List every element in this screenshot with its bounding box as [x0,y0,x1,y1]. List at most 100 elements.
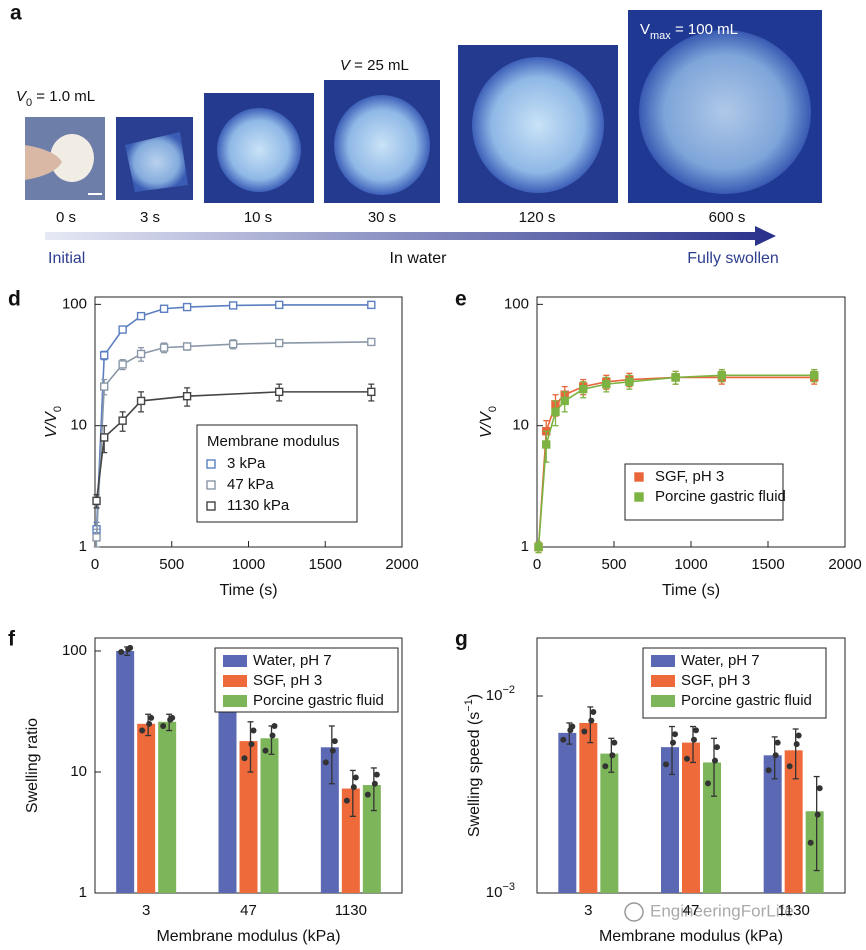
y-tick-label: 1 [79,884,87,901]
y-tick-label: 100 [504,295,529,312]
bar [579,722,598,893]
time-label: 600 s [709,209,746,226]
superscript: −1 [463,699,475,712]
replicate-point [248,741,255,748]
volume-label: V = 25 mL [340,57,409,74]
x-tick-label: 1130 [335,902,367,919]
replicate-point [322,759,329,766]
x-tick-label: 0 [533,556,541,573]
x-tick-label: 3 [584,902,592,919]
bar [805,811,824,893]
replicate-point [588,717,595,724]
marker [717,371,726,380]
marker [118,325,127,334]
replicate-point [602,763,609,770]
panel-label: e [455,288,467,311]
x-axis-title: Membrane modulus (kPa) [156,928,340,945]
marker [671,373,680,382]
y-axis-title: V/V0 [43,406,64,438]
replicate-point [609,752,616,759]
bar [682,742,700,893]
volume-label: V0 = 1.0 mL [16,88,95,109]
legend-label: Water, pH 7 [253,652,332,669]
legend-swatch [223,675,247,687]
x-tick-label: 1130 [778,902,810,919]
symbol: V [340,57,352,74]
bar [137,723,156,893]
y-axis-title-text: Swelling ratio [24,718,41,813]
x-tick-label: 2000 [385,556,418,573]
bar [703,762,721,893]
bar [158,721,177,893]
legend-label: Porcine gastric fluid [655,488,786,505]
photo-sequence [25,10,822,203]
replicate-point [269,732,276,739]
replicate-point [560,736,567,743]
replicate-point [271,722,278,729]
subscript: 0 [52,406,64,412]
replicate-point [814,811,821,818]
photo-object [639,30,811,194]
photo-object [50,134,94,182]
watermark-icon [624,902,644,922]
replicate-point [807,839,814,846]
marker [159,304,169,313]
replicate-point [241,755,248,762]
bar [320,747,339,893]
replicate-point [250,727,257,734]
marker [100,382,109,391]
time-label: 0 s [56,209,76,226]
replicate-point [160,722,167,729]
replicate-point [691,736,697,743]
y-tick-label: 10 [70,763,87,780]
legend-swatch [651,655,675,667]
marker [551,407,560,417]
volume-text: = 100 mL [671,21,738,38]
replicate-point [371,780,378,787]
marker [275,338,284,348]
tick-exponent: −2 [502,684,515,696]
marker [100,351,109,360]
x-tick-label: 47 [240,902,257,919]
marker [534,542,543,552]
y-axis-title: V/V0 [478,406,499,438]
x-tick-label: 0 [91,556,99,573]
bar [116,650,135,893]
legend-label: SGF, pH 3 [655,468,724,485]
replicate-point [329,747,336,754]
time-label: 120 s [519,209,556,226]
marker [136,349,146,359]
subscript: 0 [487,406,499,412]
volume-text: = 25 mL [350,57,409,74]
y-tick-label: 100 [62,295,87,312]
legend-title: Membrane modulus [207,433,340,450]
y-axis-title: Swelling speed (s−1) [463,694,483,837]
replicate-point [705,780,711,787]
bar [661,747,679,893]
legend-swatch [206,501,216,511]
time-label: 10 s [244,209,272,226]
legend-label: Porcine gastric fluid [681,692,812,709]
panel-label: g [455,628,468,651]
y-tick-label: 1 [521,538,529,555]
replicate-point [262,747,269,754]
panel-label: a [10,2,22,25]
legend-swatch [634,492,644,502]
marker [275,387,284,397]
replicate-point [772,752,779,759]
time-label: 3 s [140,209,160,226]
marker [367,337,376,347]
replicate-point [765,767,772,774]
marker [92,496,101,506]
x-tick-label: 1500 [309,556,342,573]
bar [362,785,381,893]
marker [118,416,127,425]
bar [341,788,360,893]
volume-label: Vmax = 100 mL [640,21,738,42]
symbol: V [16,88,28,105]
replicate-point [670,739,676,746]
marker [182,391,192,401]
replicate-point [786,763,793,770]
marker [602,379,611,389]
